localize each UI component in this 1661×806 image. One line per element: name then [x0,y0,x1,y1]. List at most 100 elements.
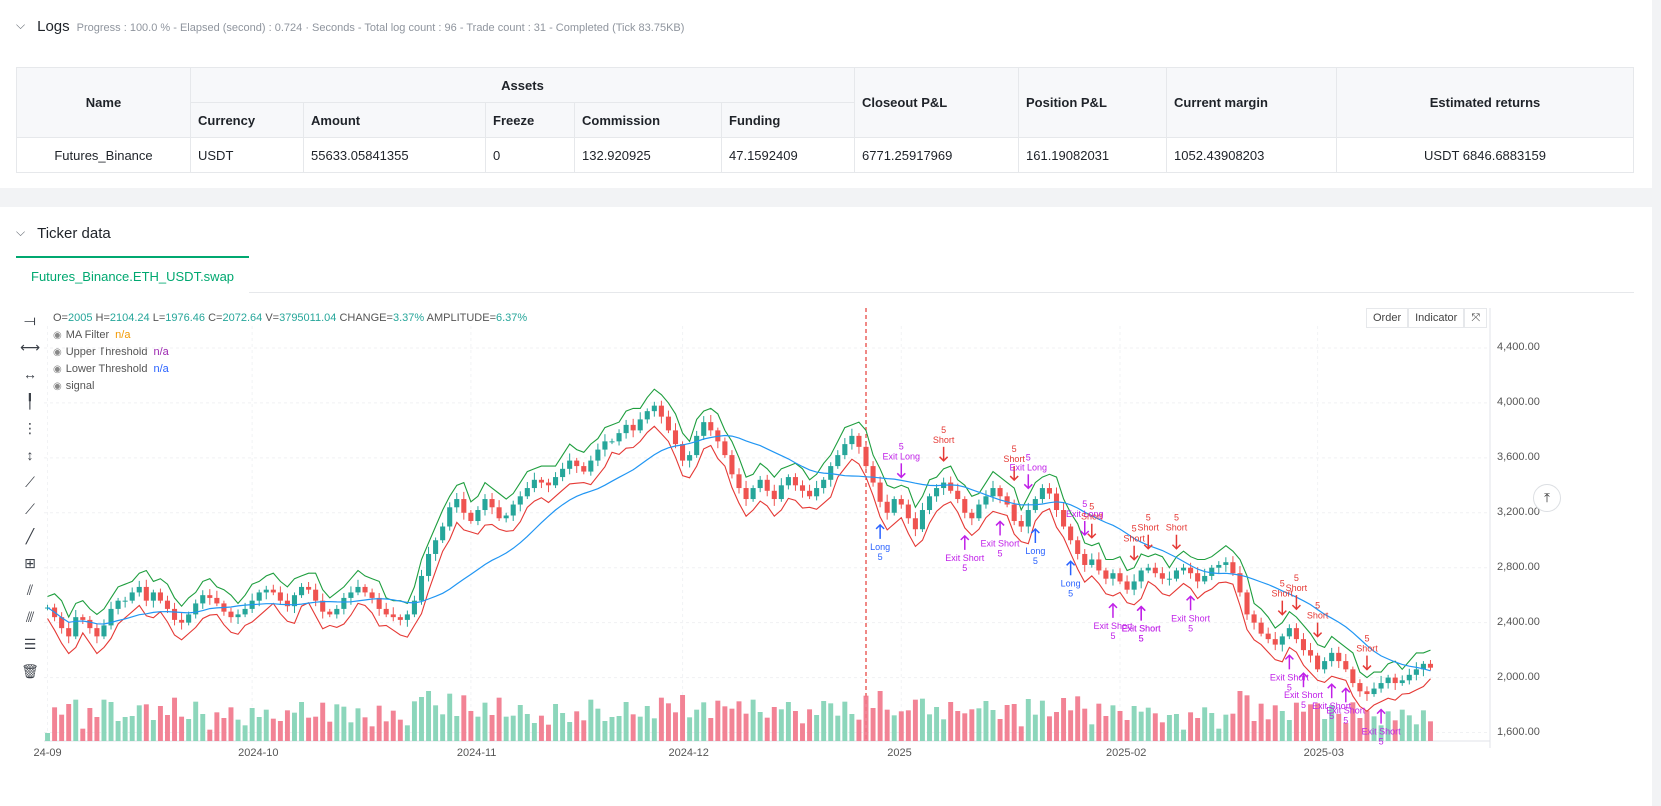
vertical-segment-icon[interactable]: ↕ [26,447,34,463]
date-tick-label: 2025-03 [1303,747,1344,759]
volume-bar [426,691,432,741]
volume-bar [877,691,883,741]
volume-bar [1293,702,1299,741]
candle-body [426,553,432,576]
price-range-icon[interactable]: ⊞ [24,555,36,571]
volume-bar [235,719,241,741]
eye-icon[interactable]: ◉ [53,330,62,341]
ray-line-icon[interactable]: ⟋ [25,501,35,517]
scroll-to-top-button[interactable]: ⤒ [1533,484,1561,512]
volume-bar [574,711,580,741]
trash-icon[interactable]: 🗑 [21,663,39,679]
signal-qty: 5 [1343,715,1348,725]
eye-icon[interactable]: ◉ [53,347,62,358]
cell-currency: USDT [190,137,304,173]
volume-bar [419,697,424,741]
vertical-line-icon[interactable]: ⋮ [23,420,37,436]
candle-body [623,424,629,434]
eye-icon[interactable]: ◉ [53,364,62,375]
candle-body [136,586,142,593]
candle-body [609,441,615,443]
signal-arrowhead [1284,654,1294,660]
candle-body [1075,540,1081,554]
volume-bar [1378,725,1384,741]
volume-bar [905,710,911,741]
legend-lower-threshold[interactable]: ◉ Lower Threshold n/a [53,363,169,375]
horizontal-ray-icon[interactable]: ⟞ [24,312,36,328]
signal-qty: 5 [1280,579,1285,589]
candle-body [1018,521,1024,527]
volume-bar [821,701,827,741]
volume-bar [1428,721,1433,741]
candle-body [1110,573,1116,579]
volume-bar [764,717,770,741]
logs-header[interactable]: ⌵ Logs Progress : 100.0 % - Elapsed (sec… [16,18,684,35]
legend-signal[interactable]: ◉ signal [53,380,94,392]
volume-bar [1173,714,1179,741]
candle-body [990,488,996,497]
signal-qty: 5 [998,548,1003,558]
legend-upper-threshold[interactable]: ◉ Upper Threshold n/a [53,346,169,358]
ticker-header[interactable]: ⌵ Ticker data [16,225,111,242]
fib-retracement-icon[interactable]: ☰ [23,636,37,652]
volume-bar [1244,695,1250,741]
horizontal-segment-icon[interactable]: ↔ [23,366,37,382]
legend-name: Lower Threshold [65,363,148,375]
tab-eth-usdt-swap[interactable]: Futures_Binance.ETH_USDT.swap [16,256,250,293]
volume-bar [503,716,509,741]
parallel-channel-icon[interactable]: ⫽ [26,582,34,598]
volume-bar [1159,722,1165,741]
volume-bar [694,709,700,741]
extended-line-icon[interactable]: ╱ [25,528,35,544]
chart-area[interactable]: ⟞ ⟷ ↔ ╿ ⋮ ↕ ⟋ ⟋ ╱ ⊞ ⫽ ⫻ ☰ 🗑 O=2005 H=210… [16,308,1634,800]
order-button[interactable]: Order [1366,308,1409,328]
expand-icon[interactable]: ⤧ [1464,308,1488,328]
pitchfork-icon[interactable]: ⫻ [25,609,35,625]
volume-bar [334,704,340,741]
volume-bar [1230,713,1236,741]
price-tick-label: 2,000.00 [1497,670,1540,683]
volume-bar [976,708,982,741]
signal-label: Short [1166,523,1188,533]
ticker-panel: ⌵ Ticker data Futures_Binance.ETH_USDT.s… [0,207,1652,806]
volume-bar [1357,718,1363,741]
price-tick-label: 4,000.00 [1497,395,1540,408]
signal-label: Exit Short [1284,690,1324,700]
candle-body [651,405,657,412]
trend-line-icon[interactable]: ⟋ [25,474,35,490]
indicator-button[interactable]: Indicator [1408,308,1465,328]
signal-label: Long [1025,546,1045,556]
volume-bar [482,702,488,741]
volume-bar [524,714,530,741]
candle-body [1258,622,1264,634]
signal-arrowhead [1291,604,1301,611]
volume-bar [701,702,707,741]
volume-bar [214,712,220,741]
candle-body [969,512,975,519]
volume-bar [842,701,848,741]
candle-body [186,614,192,623]
chevron-down-icon[interactable]: ⌵ [16,18,26,32]
candle-body [1392,677,1398,684]
signal-arrowhead [1186,595,1196,601]
horizontal-line-icon[interactable]: ⟷ [20,339,41,355]
legend-value: n/a [153,363,169,375]
eye-icon[interactable]: ◉ [53,381,62,392]
col-assets: Assets [190,67,855,103]
volume-bar [249,708,255,741]
candle-body [644,411,650,420]
candle-body [376,597,382,609]
volume-bar [1103,716,1109,741]
legend-ma-filter[interactable]: ◉ MA Filter n/a [53,329,130,341]
volume-bar [1258,703,1264,741]
legend-name: signal [65,380,95,392]
volume-bar [1300,711,1306,741]
ticker-tabs: Futures_Binance.ETH_USDT.swap [16,256,1634,293]
vertical-ray-icon[interactable]: ╿ [25,393,35,409]
candle-body [1364,691,1370,695]
candle-body [179,619,185,623]
cell-amount: 55633.05841355 [303,137,486,173]
candle-body [1004,496,1010,505]
chevron-down-icon[interactable]: ⌵ [16,225,26,239]
